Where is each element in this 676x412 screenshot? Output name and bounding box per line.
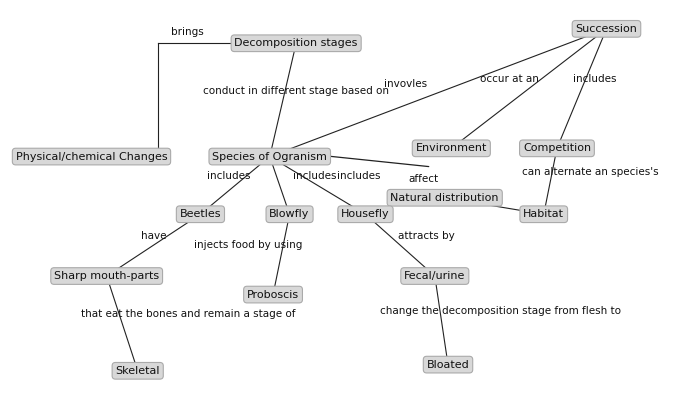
Text: attracts by: attracts by: [398, 231, 455, 241]
Text: Physical/chemical Changes: Physical/chemical Changes: [16, 152, 167, 162]
Text: includes: includes: [293, 171, 337, 181]
Text: Housefly: Housefly: [341, 209, 390, 219]
Text: brings: brings: [171, 27, 203, 37]
Text: Beetles: Beetles: [180, 209, 221, 219]
Text: Blowfly: Blowfly: [269, 209, 310, 219]
Text: invovles: invovles: [383, 79, 427, 89]
Text: Fecal/urine: Fecal/urine: [404, 271, 466, 281]
Text: can alternate an species's: can alternate an species's: [522, 167, 658, 177]
Text: conduct in different stage based on: conduct in different stage based on: [203, 86, 389, 96]
Text: affect: affect: [408, 174, 439, 184]
Text: includes: includes: [573, 75, 617, 84]
Text: includes: includes: [207, 171, 250, 181]
Text: Skeletal: Skeletal: [116, 366, 160, 376]
Text: Environment: Environment: [416, 143, 487, 153]
Text: injects food by using: injects food by using: [194, 240, 302, 250]
Text: Bloated: Bloated: [427, 360, 469, 370]
Text: Species of Ogranism: Species of Ogranism: [212, 152, 327, 162]
Text: Habitat: Habitat: [523, 209, 564, 219]
Text: Natural distribution: Natural distribution: [391, 193, 499, 203]
Text: Competition: Competition: [523, 143, 591, 153]
Text: Sharp mouth-parts: Sharp mouth-parts: [54, 271, 160, 281]
Text: Succession: Succession: [575, 24, 637, 34]
Text: occur at an: occur at an: [480, 75, 539, 84]
Text: Proboscis: Proboscis: [247, 290, 299, 300]
Text: includes: includes: [337, 171, 381, 181]
Text: change the decomposition stage from flesh to: change the decomposition stage from fles…: [381, 306, 621, 316]
Text: that eat the bones and remain a stage of: that eat the bones and remain a stage of: [81, 309, 295, 319]
Text: Decomposition stages: Decomposition stages: [235, 38, 358, 48]
Text: have: have: [141, 231, 166, 241]
